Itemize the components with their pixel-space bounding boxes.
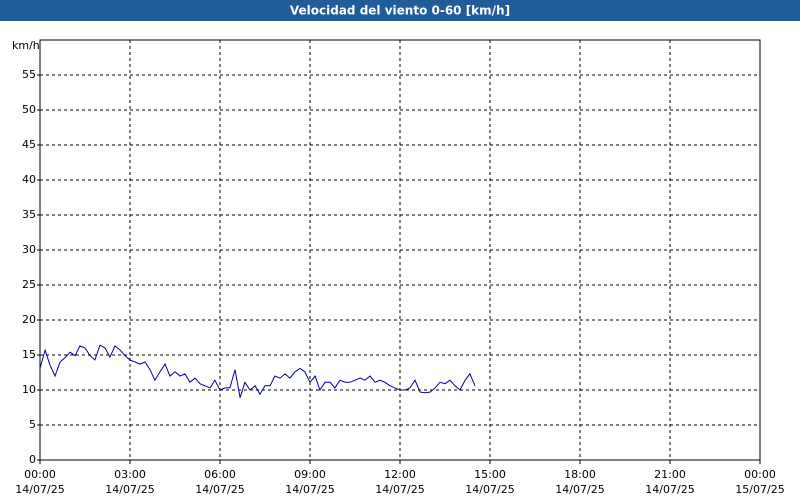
- chart-title: Velocidad del viento 0-60 [km/h]: [290, 4, 510, 18]
- title-bar: [0, 0, 800, 21]
- y-tick-label: 35: [22, 208, 36, 221]
- x-tick-label: 00:00 14/07/25: [15, 468, 64, 496]
- x-tick-label: 15:00 14/07/25: [465, 468, 514, 496]
- y-tick-label: 25: [22, 278, 36, 291]
- x-tick-label: 09:00 14/07/25: [285, 468, 334, 496]
- y-tick-label: 15: [22, 348, 36, 361]
- y-tick-label: 10: [22, 383, 36, 396]
- y-tick-label: 5: [29, 418, 36, 431]
- x-tick-label: 21:00 14/07/25: [645, 468, 694, 496]
- y-tick-label: 30: [22, 243, 36, 256]
- y-tick-label: 50: [22, 103, 36, 116]
- x-tick-label: 00:00 15/07/25: [735, 468, 784, 496]
- y-tick-label: 55: [22, 68, 36, 81]
- x-tick-label: 03:00 14/07/25: [105, 468, 154, 496]
- y-axis-label: km/h: [12, 39, 40, 52]
- y-tick-label: 20: [22, 313, 36, 326]
- x-tick-label: 18:00 14/07/25: [555, 468, 604, 496]
- x-tick-label: 12:00 14/07/25: [375, 468, 424, 496]
- x-tick-label: 06:00 14/07/25: [195, 468, 244, 496]
- plot-border: [39, 39, 761, 461]
- y-tick-label: 0: [29, 453, 36, 466]
- line-series: [39, 344, 476, 398]
- y-tick-label: 40: [22, 173, 36, 186]
- y-tick-label: 45: [22, 138, 36, 151]
